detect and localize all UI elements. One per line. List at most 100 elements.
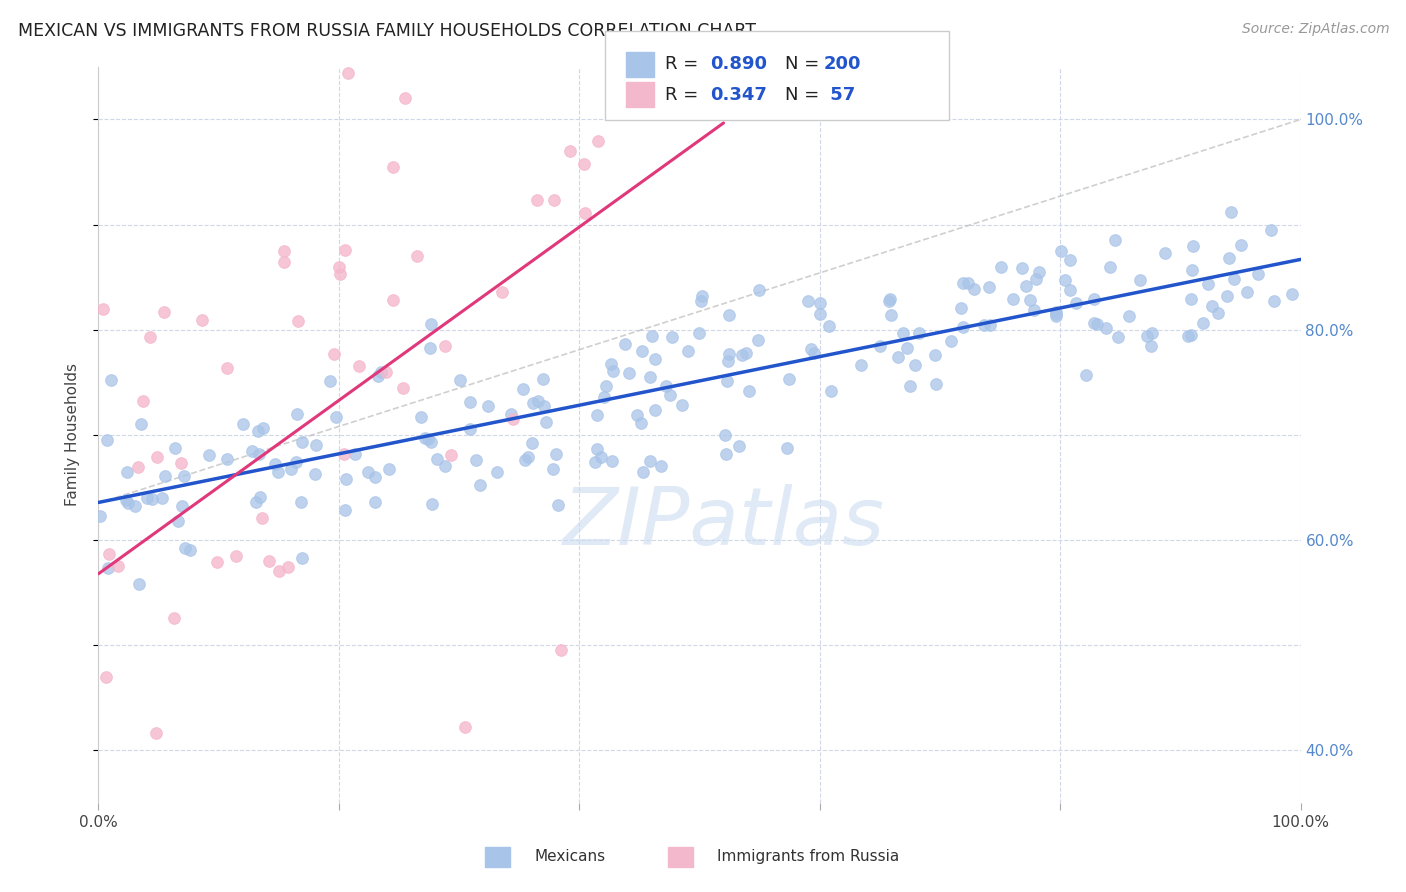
Point xyxy=(1180,292,1202,306)
Point xyxy=(163,611,186,625)
Point xyxy=(808,307,831,321)
Point xyxy=(572,157,595,171)
Point xyxy=(589,450,612,464)
Point xyxy=(411,409,433,424)
Point xyxy=(98,548,121,562)
Text: 57: 57 xyxy=(824,86,855,103)
Point xyxy=(305,438,328,452)
Point xyxy=(949,301,972,315)
Point xyxy=(543,462,565,476)
Point xyxy=(924,348,946,362)
Point xyxy=(285,455,308,469)
Point xyxy=(523,875,546,889)
Point xyxy=(973,318,995,333)
Point xyxy=(1236,285,1258,299)
Point xyxy=(242,443,264,458)
Point xyxy=(730,348,752,362)
Point xyxy=(1074,368,1097,382)
Point xyxy=(501,407,523,421)
Point xyxy=(107,559,129,574)
Point xyxy=(1053,273,1076,287)
Point xyxy=(1049,244,1071,259)
Point xyxy=(335,472,357,486)
Point xyxy=(419,317,441,331)
Point xyxy=(1154,246,1177,260)
Point xyxy=(342,29,364,43)
Point xyxy=(382,160,405,174)
Point xyxy=(877,294,900,309)
Point xyxy=(333,243,356,257)
Point xyxy=(1011,260,1033,275)
Point xyxy=(117,495,139,509)
Text: 0.890: 0.890 xyxy=(710,55,768,73)
Point xyxy=(717,354,740,368)
Point xyxy=(595,379,617,393)
Point xyxy=(586,134,609,148)
Point xyxy=(1206,306,1229,320)
Point xyxy=(150,491,173,506)
Point xyxy=(644,403,666,417)
Point xyxy=(249,491,271,505)
Point xyxy=(304,467,326,481)
Point xyxy=(779,372,801,386)
Point xyxy=(1216,289,1239,303)
Point xyxy=(717,346,740,360)
Point xyxy=(800,343,823,357)
Point xyxy=(405,249,427,263)
Text: R =: R = xyxy=(665,86,704,103)
Point xyxy=(485,465,508,479)
Point xyxy=(1182,238,1205,252)
Point xyxy=(904,358,927,372)
Text: 200: 200 xyxy=(824,55,862,73)
Point xyxy=(170,456,193,470)
Point xyxy=(136,491,159,505)
Point xyxy=(100,373,122,387)
Point xyxy=(273,254,295,268)
Point xyxy=(797,293,820,308)
Point xyxy=(128,577,150,591)
Point xyxy=(1059,253,1081,268)
Point xyxy=(631,344,654,359)
Point xyxy=(115,493,138,508)
Point xyxy=(520,436,543,450)
Text: N =: N = xyxy=(785,86,818,103)
Point xyxy=(614,337,637,351)
Point xyxy=(941,334,963,348)
Point xyxy=(1201,299,1223,313)
Point xyxy=(458,422,481,436)
Text: Source: ZipAtlas.com: Source: ZipAtlas.com xyxy=(1241,22,1389,37)
Point xyxy=(413,431,436,445)
Point xyxy=(803,346,825,360)
Point xyxy=(963,282,986,296)
Point xyxy=(538,29,561,43)
Point xyxy=(661,330,683,344)
Point xyxy=(572,47,595,62)
Point xyxy=(526,193,548,207)
Point xyxy=(290,494,312,508)
Point xyxy=(1136,329,1159,343)
Point xyxy=(640,453,662,467)
Point xyxy=(925,376,948,391)
Point xyxy=(280,462,302,476)
Point xyxy=(880,308,903,322)
Point xyxy=(641,328,664,343)
Point xyxy=(716,447,738,461)
Point xyxy=(337,65,360,79)
Point xyxy=(375,365,398,379)
Point xyxy=(247,447,270,461)
Point xyxy=(688,326,710,340)
Point xyxy=(1191,317,1213,331)
Point xyxy=(512,382,534,396)
Point xyxy=(125,864,148,879)
Point xyxy=(323,347,346,361)
Point xyxy=(650,458,672,473)
Point xyxy=(433,459,456,474)
Point xyxy=(378,462,401,476)
Point xyxy=(382,293,405,307)
Text: R =: R = xyxy=(665,55,704,73)
Point xyxy=(1085,317,1108,331)
Text: ZIPatlas: ZIPatlas xyxy=(562,484,884,562)
Point xyxy=(550,643,572,657)
Point xyxy=(908,326,931,340)
Point xyxy=(957,277,980,291)
